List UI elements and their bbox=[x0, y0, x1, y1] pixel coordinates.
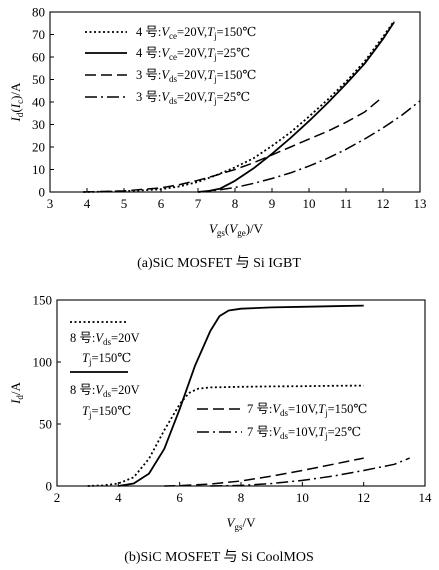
chart-a-series bbox=[83, 20, 421, 193]
chart-a-ticks: 3 4 5 6 7 8 9 10 11 12 13 0 10 20 30 40 50 60 70 80 bbox=[32, 5, 427, 212]
chart-a-ytick-label: 20 bbox=[32, 140, 45, 155]
chart-b-xtick-label: 4 bbox=[115, 490, 122, 505]
legend-a-3-text: 3 号:Vds=20V,Tj=150℃ bbox=[136, 68, 256, 84]
chart-a-ytick-label: 80 bbox=[32, 5, 45, 20]
chart-b-ytick-label: 0 bbox=[46, 479, 53, 494]
chart-a-ytick-label: 70 bbox=[32, 27, 45, 42]
chart-a-series-1-line bbox=[83, 20, 395, 193]
chart-a-ytick-label: 10 bbox=[32, 162, 45, 177]
chart-b-xtick-label: 10 bbox=[296, 490, 309, 505]
chart-a-xtick-label: 4 bbox=[84, 196, 91, 211]
chart-a-xtick-label: 10 bbox=[303, 196, 316, 211]
legend-b-2-temp: Tj=150℃ bbox=[82, 404, 131, 420]
chart-a-caption: (a)SiC MOSFET 与 Si IGBT bbox=[137, 255, 301, 271]
legend-a-1-text: 4 号:Vce=20V,Tj=150℃ bbox=[136, 25, 256, 41]
chart-a-series-4-line bbox=[197, 100, 421, 193]
chart-b-xtick-label: 2 bbox=[54, 490, 61, 505]
chart-b-series-2-line bbox=[118, 304, 364, 487]
chart-b-xtick-label: 6 bbox=[176, 490, 183, 505]
legend-a-4-text: 3 号:Vds=20V,Tj=25℃ bbox=[136, 90, 250, 106]
chart-a-ytick-label: 50 bbox=[32, 72, 45, 87]
chart-b-xlabel: Vgs/V bbox=[227, 515, 257, 532]
chart-a-xtick-label: 11 bbox=[340, 196, 353, 211]
legend-a-2-text: 4 号:Vce=20V,Tj=25℃ bbox=[136, 46, 250, 62]
legend-b-1-text: 8 号:Vds=20V bbox=[70, 331, 140, 347]
chart-a-legend: 4 号:Vce=20V,Tj=150℃ 4 号:Vce=20V,Tj=25℃ 3… bbox=[85, 25, 256, 106]
legend-b-1-temp: Tj=150℃ bbox=[82, 351, 131, 367]
chart-a-xtick-label: 9 bbox=[269, 196, 276, 211]
chart-b-ytick-label: 50 bbox=[39, 417, 52, 432]
chart-a-xtick-label: 12 bbox=[377, 196, 390, 211]
chart-b: 2 4 6 8 10 12 14 0 50 100 150 8 号:Vds=20V Tj=150℃ … bbox=[8, 293, 432, 566]
chart-b-series-1-line bbox=[87, 384, 364, 487]
chart-a-xtick-label: 5 bbox=[121, 196, 128, 211]
chart-a-ytick-label: 0 bbox=[39, 185, 46, 200]
chart-a-ytick-label: 40 bbox=[32, 95, 45, 110]
chart-a-ylabel: Id(Ic)/A bbox=[8, 82, 25, 122]
chart-b-ticks: 2 4 6 8 10 12 14 0 50 100 150 bbox=[33, 293, 433, 506]
chart-a-ytick-label: 30 bbox=[32, 117, 45, 132]
chart-a-series-2-line bbox=[197, 21, 395, 193]
chart-a-xtick-label: 7 bbox=[195, 196, 202, 211]
chart-b-series-4-line bbox=[210, 457, 410, 487]
chart-b-xtick-label: 12 bbox=[357, 490, 370, 505]
chart-b-ylabel: Id/A bbox=[8, 381, 25, 404]
chart-b-xtick-label: 14 bbox=[419, 490, 433, 505]
chart-b-ytick-label: 150 bbox=[33, 293, 53, 308]
chart-a: 3 4 5 6 7 8 9 10 11 12 13 0 10 20 30 40 50 60 70 80 4 号:Vce… bbox=[8, 5, 427, 272]
chart-b-caption: (b)SiC MOSFET 与 Si CoolMOS bbox=[124, 549, 314, 565]
chart-a-xtick-label: 8 bbox=[232, 196, 239, 211]
legend-b-3-text: 7 号:Vds=10V,Tj=150℃ bbox=[247, 402, 367, 418]
chart-a-xtick-label: 3 bbox=[47, 196, 54, 211]
chart-a-series-3-line bbox=[83, 99, 380, 193]
legend-b-4-text: 7 号:Vds=10V,Tj=25℃ bbox=[247, 425, 361, 441]
legend-b-2-text: 8 号:Vds=20V bbox=[70, 383, 140, 399]
chart-a-xtick-label: 13 bbox=[414, 196, 427, 211]
chart-b-series bbox=[87, 304, 410, 487]
chart-a-ytick-label: 60 bbox=[32, 50, 45, 65]
chart-b-ytick-label: 100 bbox=[33, 355, 53, 370]
chart-a-xlabel: Vgs(Vge)/V bbox=[209, 221, 264, 238]
chart-a-xtick-label: 6 bbox=[158, 196, 165, 211]
chart-b-series-3-line bbox=[164, 457, 364, 487]
chart-b-xtick-label: 8 bbox=[238, 490, 245, 505]
chart-b-legend: 8 号:Vds=20V Tj=150℃ 8 号:Vds=20V Tj=150℃ … bbox=[70, 321, 367, 441]
